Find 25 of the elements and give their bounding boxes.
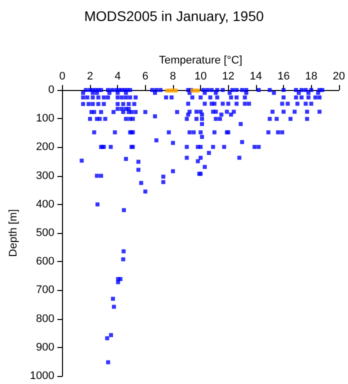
y-tick-label: 400 [36,198,54,210]
x-tick-label: 16 [277,70,290,82]
y-tick-label: 1000 [30,370,54,382]
x-tick-label: 4 [114,70,121,82]
y-tick-label: 700 [36,284,54,296]
x-tick-label: 12 [222,70,234,82]
x-tick-label: 0 [59,70,66,82]
y-tick-label: 600 [36,256,54,268]
x-tick-label: 6 [142,70,148,82]
x-axis-title: Temperature [°C] [158,54,242,67]
x-tick-label: 20 [332,70,346,82]
x-tick-label: 2 [86,70,94,82]
y-tick-label: 300 [36,170,54,182]
y-axis-title: Depth [m] [8,209,20,257]
chart-title: MODS2005 in January, 1950 [84,8,264,24]
y-tick-label: 800 [36,312,54,325]
y-tick-label: 500 [36,227,54,239]
x-tick-label: 14 [250,70,262,82]
y-tick-label: 200 [36,141,54,154]
y-tick-label: 0 [48,84,54,96]
y-tick-label: 900 [36,341,54,354]
x-tick-label: 10 [194,70,207,82]
x-tick-label: 8 [170,70,176,82]
x-tick-label: 18 [305,70,318,82]
y-tick-label: 100 [36,112,54,125]
